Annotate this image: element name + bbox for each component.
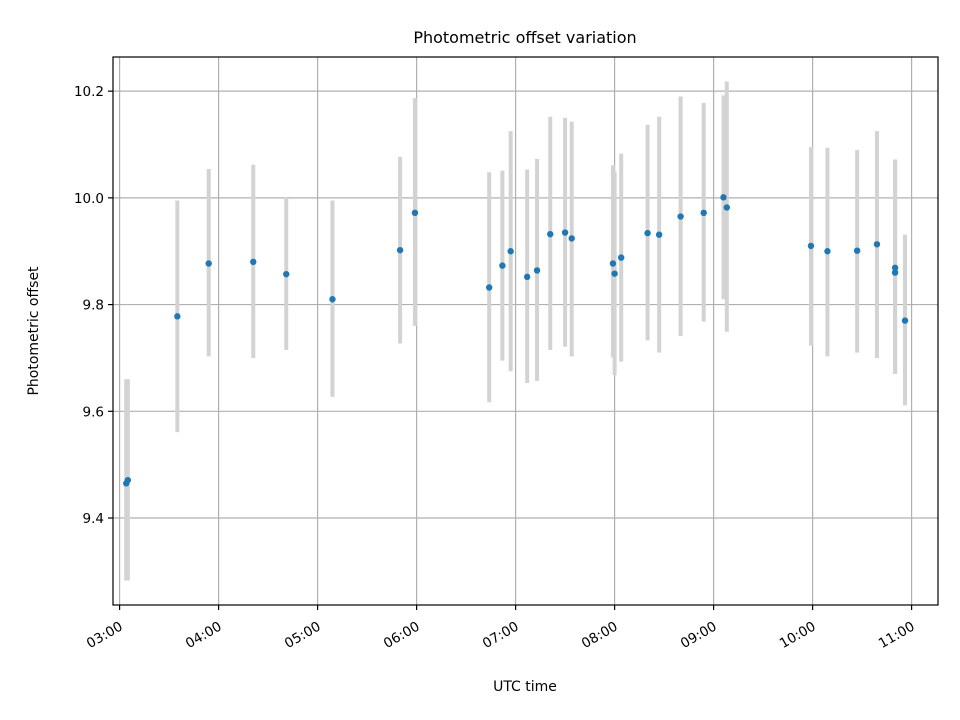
data-point	[568, 235, 575, 242]
data-point	[329, 296, 336, 303]
data-point	[174, 313, 181, 320]
data-point	[891, 264, 899, 271]
y-tick-label: 10.2	[74, 84, 104, 100]
data-point	[824, 248, 831, 255]
y-tick-label: 9.4	[83, 511, 104, 527]
data-point	[611, 270, 618, 277]
y-tick-label: 10.0	[74, 191, 104, 207]
data-point	[655, 231, 663, 238]
data-point	[644, 229, 651, 237]
data-point	[723, 204, 730, 211]
data-point	[853, 247, 861, 254]
data-point	[205, 260, 212, 267]
chart-title: Photometric offset variation	[413, 28, 636, 47]
y-tick-label: 9.6	[83, 404, 104, 420]
data-point	[700, 209, 707, 217]
data-point	[547, 230, 554, 238]
x-axis-label: UTC time	[493, 679, 557, 695]
data-point	[486, 284, 493, 291]
data-point	[891, 269, 899, 276]
data-point	[283, 270, 290, 278]
data-point	[499, 262, 506, 269]
data-points	[123, 194, 909, 487]
data-point	[807, 242, 815, 250]
plot-frame	[112, 56, 939, 606]
y-tick-label: 9.8	[83, 298, 104, 314]
data-point	[677, 213, 684, 220]
data-point	[411, 209, 419, 217]
data-point	[523, 273, 531, 281]
y-axis-ticks: 9.4 9.6 9.8 10.0 10.2	[74, 84, 113, 527]
data-point	[124, 476, 132, 484]
data-point	[720, 194, 727, 201]
data-point	[901, 317, 909, 324]
data-point	[609, 260, 617, 267]
data-point	[618, 254, 625, 261]
data-point	[533, 267, 541, 274]
y-axis-label: Photometric offset	[26, 266, 42, 396]
data-point	[561, 229, 569, 236]
data-point	[873, 241, 881, 248]
data-point	[250, 258, 257, 266]
data-point	[507, 248, 514, 255]
data-point	[396, 246, 404, 254]
